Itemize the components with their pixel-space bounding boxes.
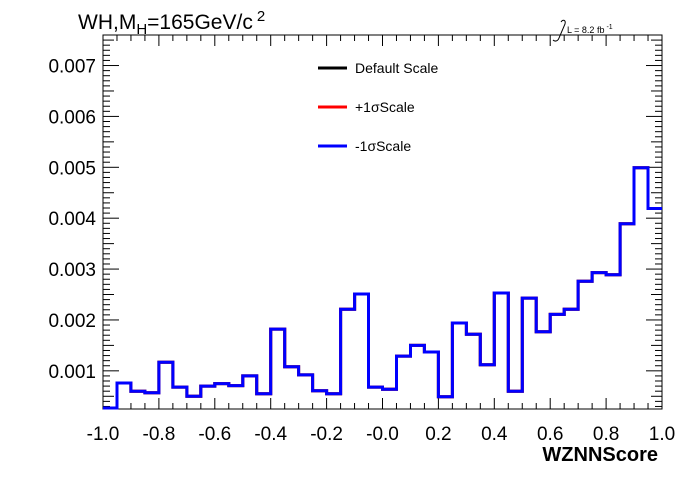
legend-label: -1σScale [355, 138, 411, 154]
x-tick-label: 0.6 [537, 424, 563, 445]
x-tick-label: 1.0 [649, 424, 675, 445]
x-tick-label: -0.4 [254, 424, 287, 445]
x-tick-label: -1.0 [87, 424, 120, 445]
luminosity-label: L = 8.2 fb -1 [567, 24, 613, 35]
legend: Default Scale +1σScale -1σScale [318, 60, 438, 154]
y-tick-label: 0.007 [48, 57, 96, 78]
x-tick-label: -0.8 [143, 424, 176, 445]
y-tick-label: 0.002 [48, 311, 96, 332]
legend-label: Default Scale [355, 60, 438, 76]
x-tick-label: -0.2 [310, 424, 343, 445]
integral-symbol [552, 19, 566, 42]
x-axis-title: WZNNScore [542, 444, 658, 466]
y-tick-label: 0.006 [48, 107, 96, 128]
labels-layer: -1.0 -0.8 -0.6 -0.4 -0.2 -0.0 0.2 0.4 0.6 0.8 1.0 0… [48, 57, 675, 466]
y-tick-label: 0.001 [48, 362, 96, 383]
series-layer [103, 166, 662, 410]
x-tick-label: 0.2 [425, 424, 451, 445]
x-tick-label: 0.4 [481, 424, 508, 445]
y-tick-label: 0.004 [48, 209, 96, 230]
title-rest: =165GeV/c [147, 11, 253, 34]
series-line [103, 166, 662, 410]
lumi-superscript: -1 [606, 24, 613, 31]
lumi-text: L = 8.2 fb [567, 25, 605, 35]
x-tick-label: 0.8 [593, 424, 619, 445]
legend-label: +1σScale [355, 99, 415, 115]
title-main: WH,M [78, 11, 137, 34]
title-superscript: 2 [256, 8, 266, 25]
y-tick-label: 0.005 [48, 158, 96, 179]
ticks-layer [102, 35, 663, 409]
chart-title: WH,MH=165GeV/c 2 [78, 8, 265, 38]
x-tick-label: -0.0 [366, 424, 399, 445]
x-tick-label: -0.6 [198, 424, 231, 445]
integral-glyph [552, 19, 566, 42]
y-tick-label: 0.003 [48, 260, 96, 281]
title-subscript: H [136, 21, 148, 39]
